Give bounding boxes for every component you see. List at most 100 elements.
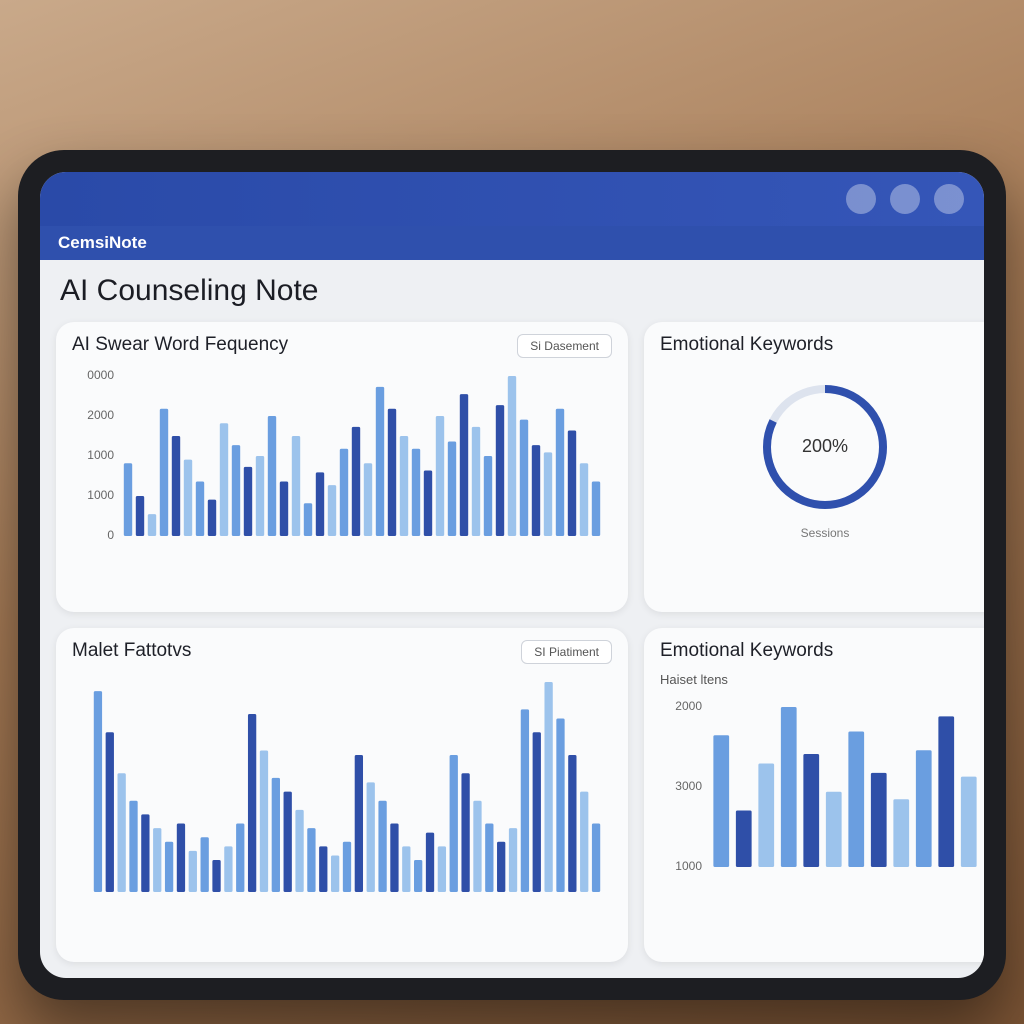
donut: 200% Sessions	[660, 372, 984, 540]
bar	[183, 459, 193, 536]
bar	[423, 470, 433, 536]
bar	[449, 755, 458, 893]
bar	[591, 481, 601, 536]
bar	[351, 426, 361, 536]
bar	[303, 503, 313, 536]
bar	[147, 514, 157, 536]
bar	[425, 832, 435, 893]
y-tick-label: 3000	[675, 779, 702, 793]
bar	[195, 481, 205, 536]
bar	[283, 791, 292, 893]
bar	[543, 452, 553, 536]
bar	[291, 436, 301, 536]
bar	[735, 810, 752, 868]
bar	[188, 851, 197, 893]
bar	[399, 436, 409, 536]
bar	[402, 846, 411, 893]
y-tick-label: 0000	[87, 368, 114, 382]
bar	[267, 416, 277, 536]
panel-title: Emotional Keywords	[660, 640, 834, 662]
bar	[271, 778, 280, 893]
bar	[117, 773, 126, 893]
bar	[507, 376, 517, 536]
bar	[243, 466, 253, 536]
button[interactable]: SI Piatiment	[521, 640, 612, 665]
bar	[339, 448, 349, 536]
bar	[171, 436, 181, 536]
bar	[259, 750, 269, 893]
bar	[497, 842, 506, 893]
bar	[447, 441, 457, 536]
bar	[342, 842, 352, 893]
bar	[713, 735, 730, 868]
bar	[414, 860, 423, 893]
bar	[93, 691, 103, 893]
bar	[870, 773, 887, 868]
bar	[435, 416, 445, 536]
bar	[848, 731, 865, 868]
bar	[483, 456, 493, 536]
panel-title: Emotional Keywords	[660, 334, 834, 355]
bar	[568, 755, 577, 893]
y-tick-label: 2000	[87, 408, 114, 422]
button[interactable]: Si Dasement	[517, 334, 612, 358]
bar	[459, 394, 469, 536]
bar	[825, 791, 842, 868]
bar-chart: 0000 2000 1000 1000 0	[87, 368, 601, 542]
bar	[411, 448, 421, 536]
bar	[387, 408, 397, 536]
bar	[255, 456, 265, 536]
bar	[780, 707, 797, 868]
bar	[363, 463, 373, 536]
bar	[212, 860, 221, 893]
avatar[interactable]	[890, 184, 920, 214]
bar	[531, 445, 541, 536]
bar	[960, 776, 977, 868]
donut-label: 200%	[802, 436, 848, 456]
bar	[307, 828, 316, 893]
panel: AI Swear Word Fequency Si Dasement 0000 2…	[56, 322, 628, 613]
bar	[378, 800, 387, 893]
bar	[544, 682, 553, 893]
bar	[164, 842, 174, 893]
bar	[532, 732, 541, 893]
y-tick-label: 2000	[675, 699, 702, 713]
bar	[224, 846, 233, 893]
bar	[375, 386, 385, 536]
panel-title: Malet Fattotvs	[72, 640, 192, 662]
y-tick-label: 1000	[675, 859, 702, 873]
bar	[520, 709, 530, 893]
bar	[236, 823, 245, 893]
bar	[327, 485, 337, 536]
bar	[200, 837, 209, 893]
bar	[279, 481, 289, 536]
bar	[330, 855, 340, 893]
page-title: AI Counseling Note	[60, 274, 319, 307]
donut-caption: Sessions	[800, 526, 850, 540]
bar	[938, 716, 955, 868]
panel: Malet Fattotvs SI Piatiment	[56, 628, 628, 962]
bar	[129, 800, 138, 893]
bar	[123, 463, 133, 536]
y-tick-label: 0	[107, 528, 114, 542]
brand: CemsiNote	[40, 226, 984, 260]
bar	[473, 800, 482, 893]
panel-subtitle: Haiset ltens	[660, 672, 728, 688]
bar	[159, 408, 169, 536]
top-bar	[40, 172, 984, 226]
bar-chart	[93, 682, 601, 893]
bar	[315, 472, 325, 536]
bar	[176, 823, 186, 893]
y-tick-label: 1000	[87, 448, 114, 462]
panel-grid: AI Swear Word Fequency Si Dasement 0000 2…	[56, 322, 984, 962]
bar	[758, 763, 775, 868]
bar	[319, 846, 328, 893]
bar	[390, 823, 399, 893]
bar	[437, 846, 447, 893]
bar	[461, 773, 470, 893]
icon-button[interactable]	[934, 184, 964, 214]
icon-button[interactable]	[846, 184, 876, 214]
panel-title: AI Swear Word Fequency	[72, 334, 289, 355]
bar	[471, 426, 481, 536]
